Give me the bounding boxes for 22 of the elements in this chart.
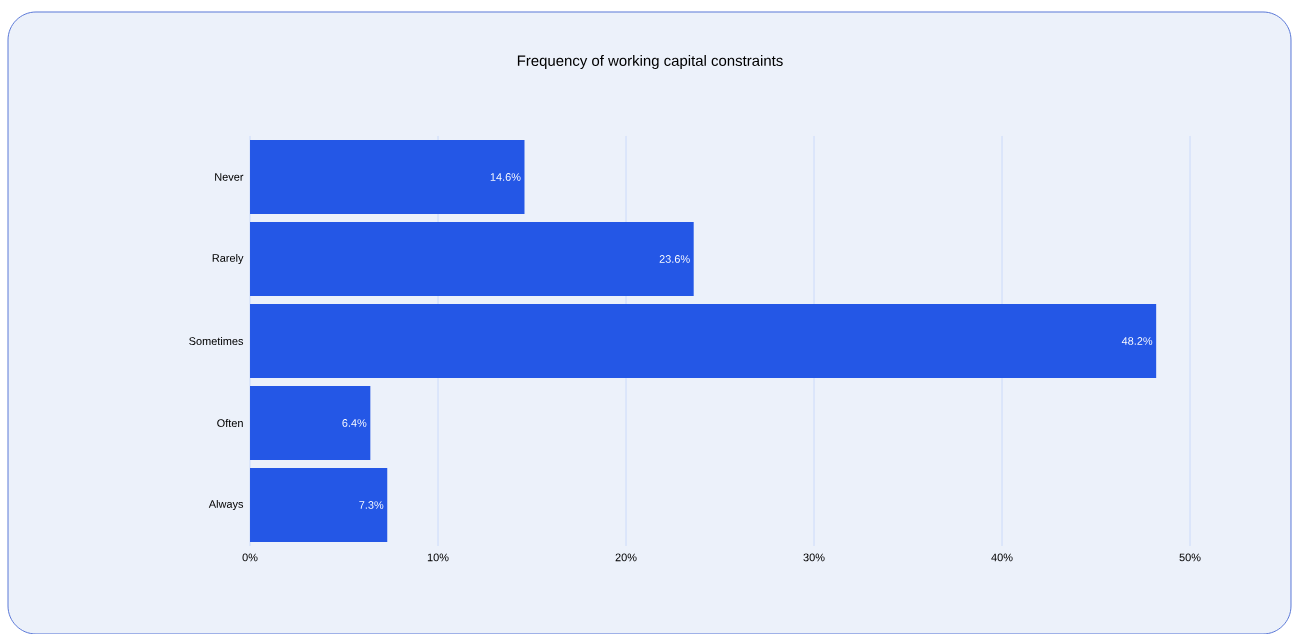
data-label: 6.4% bbox=[342, 418, 367, 427]
bar bbox=[250, 385, 371, 460]
x-tick-label: 30% bbox=[803, 553, 825, 562]
x-tick-label: 50% bbox=[1179, 553, 1201, 562]
bar bbox=[250, 467, 388, 542]
x-tick-label: 20% bbox=[615, 553, 637, 562]
y-tick-label: Always bbox=[208, 499, 244, 510]
x-tick-label: 40% bbox=[991, 553, 1013, 562]
bar bbox=[250, 221, 694, 296]
data-label: 48.2% bbox=[1121, 336, 1153, 345]
x-tick-label: 0% bbox=[242, 553, 258, 562]
data-label: 23.6% bbox=[659, 254, 690, 263]
y-tick-label: Sometimes bbox=[189, 336, 244, 345]
bar bbox=[250, 139, 525, 214]
y-tick-label: Rarely bbox=[212, 253, 244, 264]
bar bbox=[250, 303, 1157, 378]
x-tick-label: 10% bbox=[427, 553, 449, 562]
chart-title: Frequency of working capital constraints bbox=[517, 54, 783, 69]
y-tick-label: Often bbox=[217, 418, 243, 427]
y-tick-label: Never bbox=[215, 172, 244, 181]
data-label: 14.6% bbox=[490, 172, 521, 181]
data-label: 7.3% bbox=[359, 500, 384, 509]
